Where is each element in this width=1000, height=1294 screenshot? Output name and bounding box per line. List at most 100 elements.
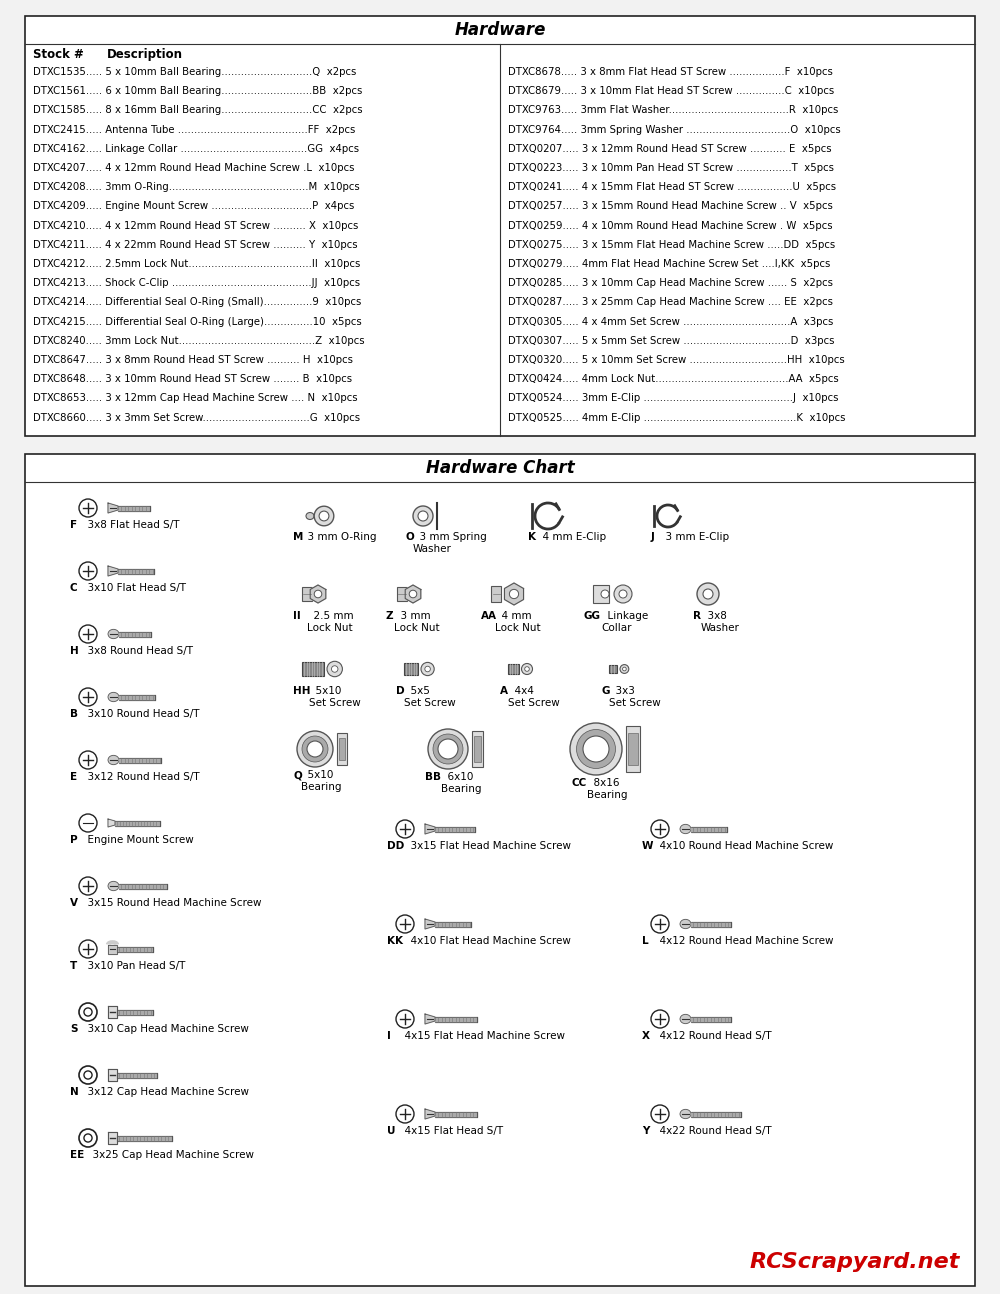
Text: DTXC1535..... 5 x 10mm Ball Bearing............................Q  x2pcs: DTXC1535..... 5 x 10mm Ball Bearing.....…: [33, 67, 356, 78]
Polygon shape: [435, 1112, 477, 1117]
Text: 4x12 Round Head S/T: 4x12 Round Head S/T: [653, 1031, 772, 1040]
Circle shape: [418, 511, 428, 521]
Text: DTXC4207..... 4 x 12mm Round Head Machine Screw .L  x10pcs: DTXC4207..... 4 x 12mm Round Head Machin…: [33, 163, 354, 173]
Text: Set Screw: Set Screw: [309, 697, 361, 708]
Text: 3x10 Round Head S/T: 3x10 Round Head S/T: [81, 709, 200, 719]
Text: H: H: [70, 646, 79, 656]
Text: DTXQ0320..... 5 x 10mm Set Screw ..............................HH  x10pcs: DTXQ0320..... 5 x 10mm Set Screw .......…: [508, 355, 845, 365]
Circle shape: [438, 739, 458, 760]
Text: Washer: Washer: [413, 543, 452, 554]
Text: R: R: [693, 611, 701, 621]
Text: Lock Nut: Lock Nut: [495, 622, 541, 633]
Text: DTXC4213..... Shock C-Clip ...........................................JJ  x10pcs: DTXC4213..... Shock C-Clip .............…: [33, 278, 360, 289]
Text: Hardware: Hardware: [454, 21, 546, 39]
Polygon shape: [117, 946, 153, 951]
Text: Z: Z: [386, 611, 394, 621]
Polygon shape: [691, 827, 727, 832]
Text: 3x15 Flat Head Machine Screw: 3x15 Flat Head Machine Screw: [404, 841, 570, 851]
Text: DTXC9763..... 3mm Flat Washer.....................................R  x10pcs: DTXC9763..... 3mm Flat Washer...........…: [508, 105, 838, 115]
Polygon shape: [119, 884, 167, 889]
Polygon shape: [108, 945, 117, 954]
Polygon shape: [108, 1005, 117, 1018]
Text: DTXQ0305..... 4 x 4mm Set Screw .................................A  x3pcs: DTXQ0305..... 4 x 4mm Set Screw ........…: [508, 317, 833, 326]
Polygon shape: [425, 824, 435, 835]
Text: DTXQ0424..... 4mm Lock Nut.........................................AA  x5pcs: DTXQ0424..... 4mm Lock Nut..............…: [508, 374, 839, 384]
Text: 3x15 Round Head Machine Screw: 3x15 Round Head Machine Screw: [81, 898, 262, 908]
Text: V: V: [70, 898, 78, 908]
Ellipse shape: [680, 919, 691, 929]
Text: Lock Nut: Lock Nut: [307, 622, 353, 633]
Polygon shape: [108, 565, 118, 576]
Bar: [339, 738, 345, 761]
Text: DTXQ0307..... 5 x 5mm Set Screw .................................D  x3pcs: DTXQ0307..... 5 x 5mm Set Screw ........…: [508, 336, 834, 345]
Polygon shape: [108, 503, 118, 512]
Text: DTXQ0223..... 3 x 10mm Pan Head ST Screw .................T  x5pcs: DTXQ0223..... 3 x 10mm Pan Head ST Screw…: [508, 163, 834, 173]
Text: Washer: Washer: [701, 622, 740, 633]
Polygon shape: [108, 1132, 117, 1144]
Text: Bearing: Bearing: [441, 784, 482, 795]
Text: K: K: [528, 532, 536, 542]
Text: DD: DD: [387, 841, 404, 851]
Circle shape: [619, 590, 627, 598]
Text: Description: Description: [107, 48, 183, 61]
Text: Y: Y: [642, 1126, 649, 1136]
Text: KK: KK: [387, 936, 403, 946]
Text: 4x10 Flat Head Machine Screw: 4x10 Flat Head Machine Screw: [404, 936, 570, 946]
Text: 3x25 Cap Head Machine Screw: 3x25 Cap Head Machine Screw: [87, 1150, 254, 1159]
Polygon shape: [108, 819, 115, 827]
Text: 3x12 Cap Head Machine Screw: 3x12 Cap Head Machine Screw: [81, 1087, 249, 1097]
Text: 3x10 Flat Head S/T: 3x10 Flat Head S/T: [81, 584, 186, 593]
Polygon shape: [119, 757, 161, 762]
Text: DTXC9764..... 3mm Spring Washer ................................O  x10pcs: DTXC9764..... 3mm Spring Washer ........…: [508, 124, 841, 135]
Bar: [474, 736, 481, 762]
Circle shape: [623, 668, 626, 670]
Text: 3 mm: 3 mm: [394, 611, 431, 621]
Text: Stock #: Stock #: [33, 48, 84, 61]
Polygon shape: [425, 919, 435, 929]
Text: 4x15 Flat Head S/T: 4x15 Flat Head S/T: [398, 1126, 503, 1136]
Bar: [508, 664, 518, 674]
Text: 3x12 Round Head S/T: 3x12 Round Head S/T: [81, 773, 200, 782]
Circle shape: [620, 665, 629, 673]
Circle shape: [522, 664, 532, 674]
Circle shape: [425, 666, 430, 672]
Bar: [25, 16, 975, 436]
Circle shape: [576, 730, 616, 769]
Text: 3 mm E-Clip: 3 mm E-Clip: [659, 532, 729, 542]
Circle shape: [327, 661, 342, 677]
Text: CC: CC: [571, 778, 586, 788]
Text: AA: AA: [481, 611, 497, 621]
Polygon shape: [115, 820, 160, 826]
Circle shape: [413, 506, 433, 525]
Circle shape: [421, 663, 434, 675]
Text: J: J: [651, 532, 655, 542]
Circle shape: [307, 741, 323, 757]
Circle shape: [314, 506, 334, 525]
Text: Set Screw: Set Screw: [609, 697, 661, 708]
Text: DTXQ0241..... 4 x 15mm Flat Head ST Screw .................U  x5pcs: DTXQ0241..... 4 x 15mm Flat Head ST Scre…: [508, 182, 836, 193]
Circle shape: [331, 666, 338, 673]
Text: 3x10 Pan Head S/T: 3x10 Pan Head S/T: [81, 961, 185, 970]
Bar: [593, 585, 609, 603]
Text: L: L: [642, 936, 649, 946]
Text: II: II: [293, 611, 301, 621]
Text: BB: BB: [425, 773, 441, 782]
Bar: [302, 587, 312, 600]
Text: 3x3: 3x3: [609, 686, 635, 696]
Text: C: C: [70, 584, 78, 593]
Text: 3 mm Spring: 3 mm Spring: [413, 532, 487, 542]
Text: D: D: [396, 686, 405, 696]
Text: DTXC4214..... Differential Seal O-Ring (Small)...............9  x10pcs: DTXC4214..... Differential Seal O-Ring (…: [33, 298, 361, 308]
Polygon shape: [118, 506, 150, 511]
Text: G: G: [601, 686, 610, 696]
Text: DTXC4209..... Engine Mount Screw ...............................P  x4pcs: DTXC4209..... Engine Mount Screw .......…: [33, 202, 354, 211]
Polygon shape: [425, 1109, 435, 1119]
Text: DTXC8240..... 3mm Lock Nut..........................................Z  x10pcs: DTXC8240..... 3mm Lock Nut..............…: [33, 336, 365, 345]
Polygon shape: [691, 1112, 741, 1117]
Text: 4x15 Flat Head Machine Screw: 4x15 Flat Head Machine Screw: [398, 1031, 565, 1040]
Circle shape: [428, 729, 468, 769]
Text: U: U: [387, 1126, 396, 1136]
Polygon shape: [425, 1014, 435, 1024]
Circle shape: [570, 723, 622, 775]
Text: Hardware Chart: Hardware Chart: [426, 459, 574, 477]
